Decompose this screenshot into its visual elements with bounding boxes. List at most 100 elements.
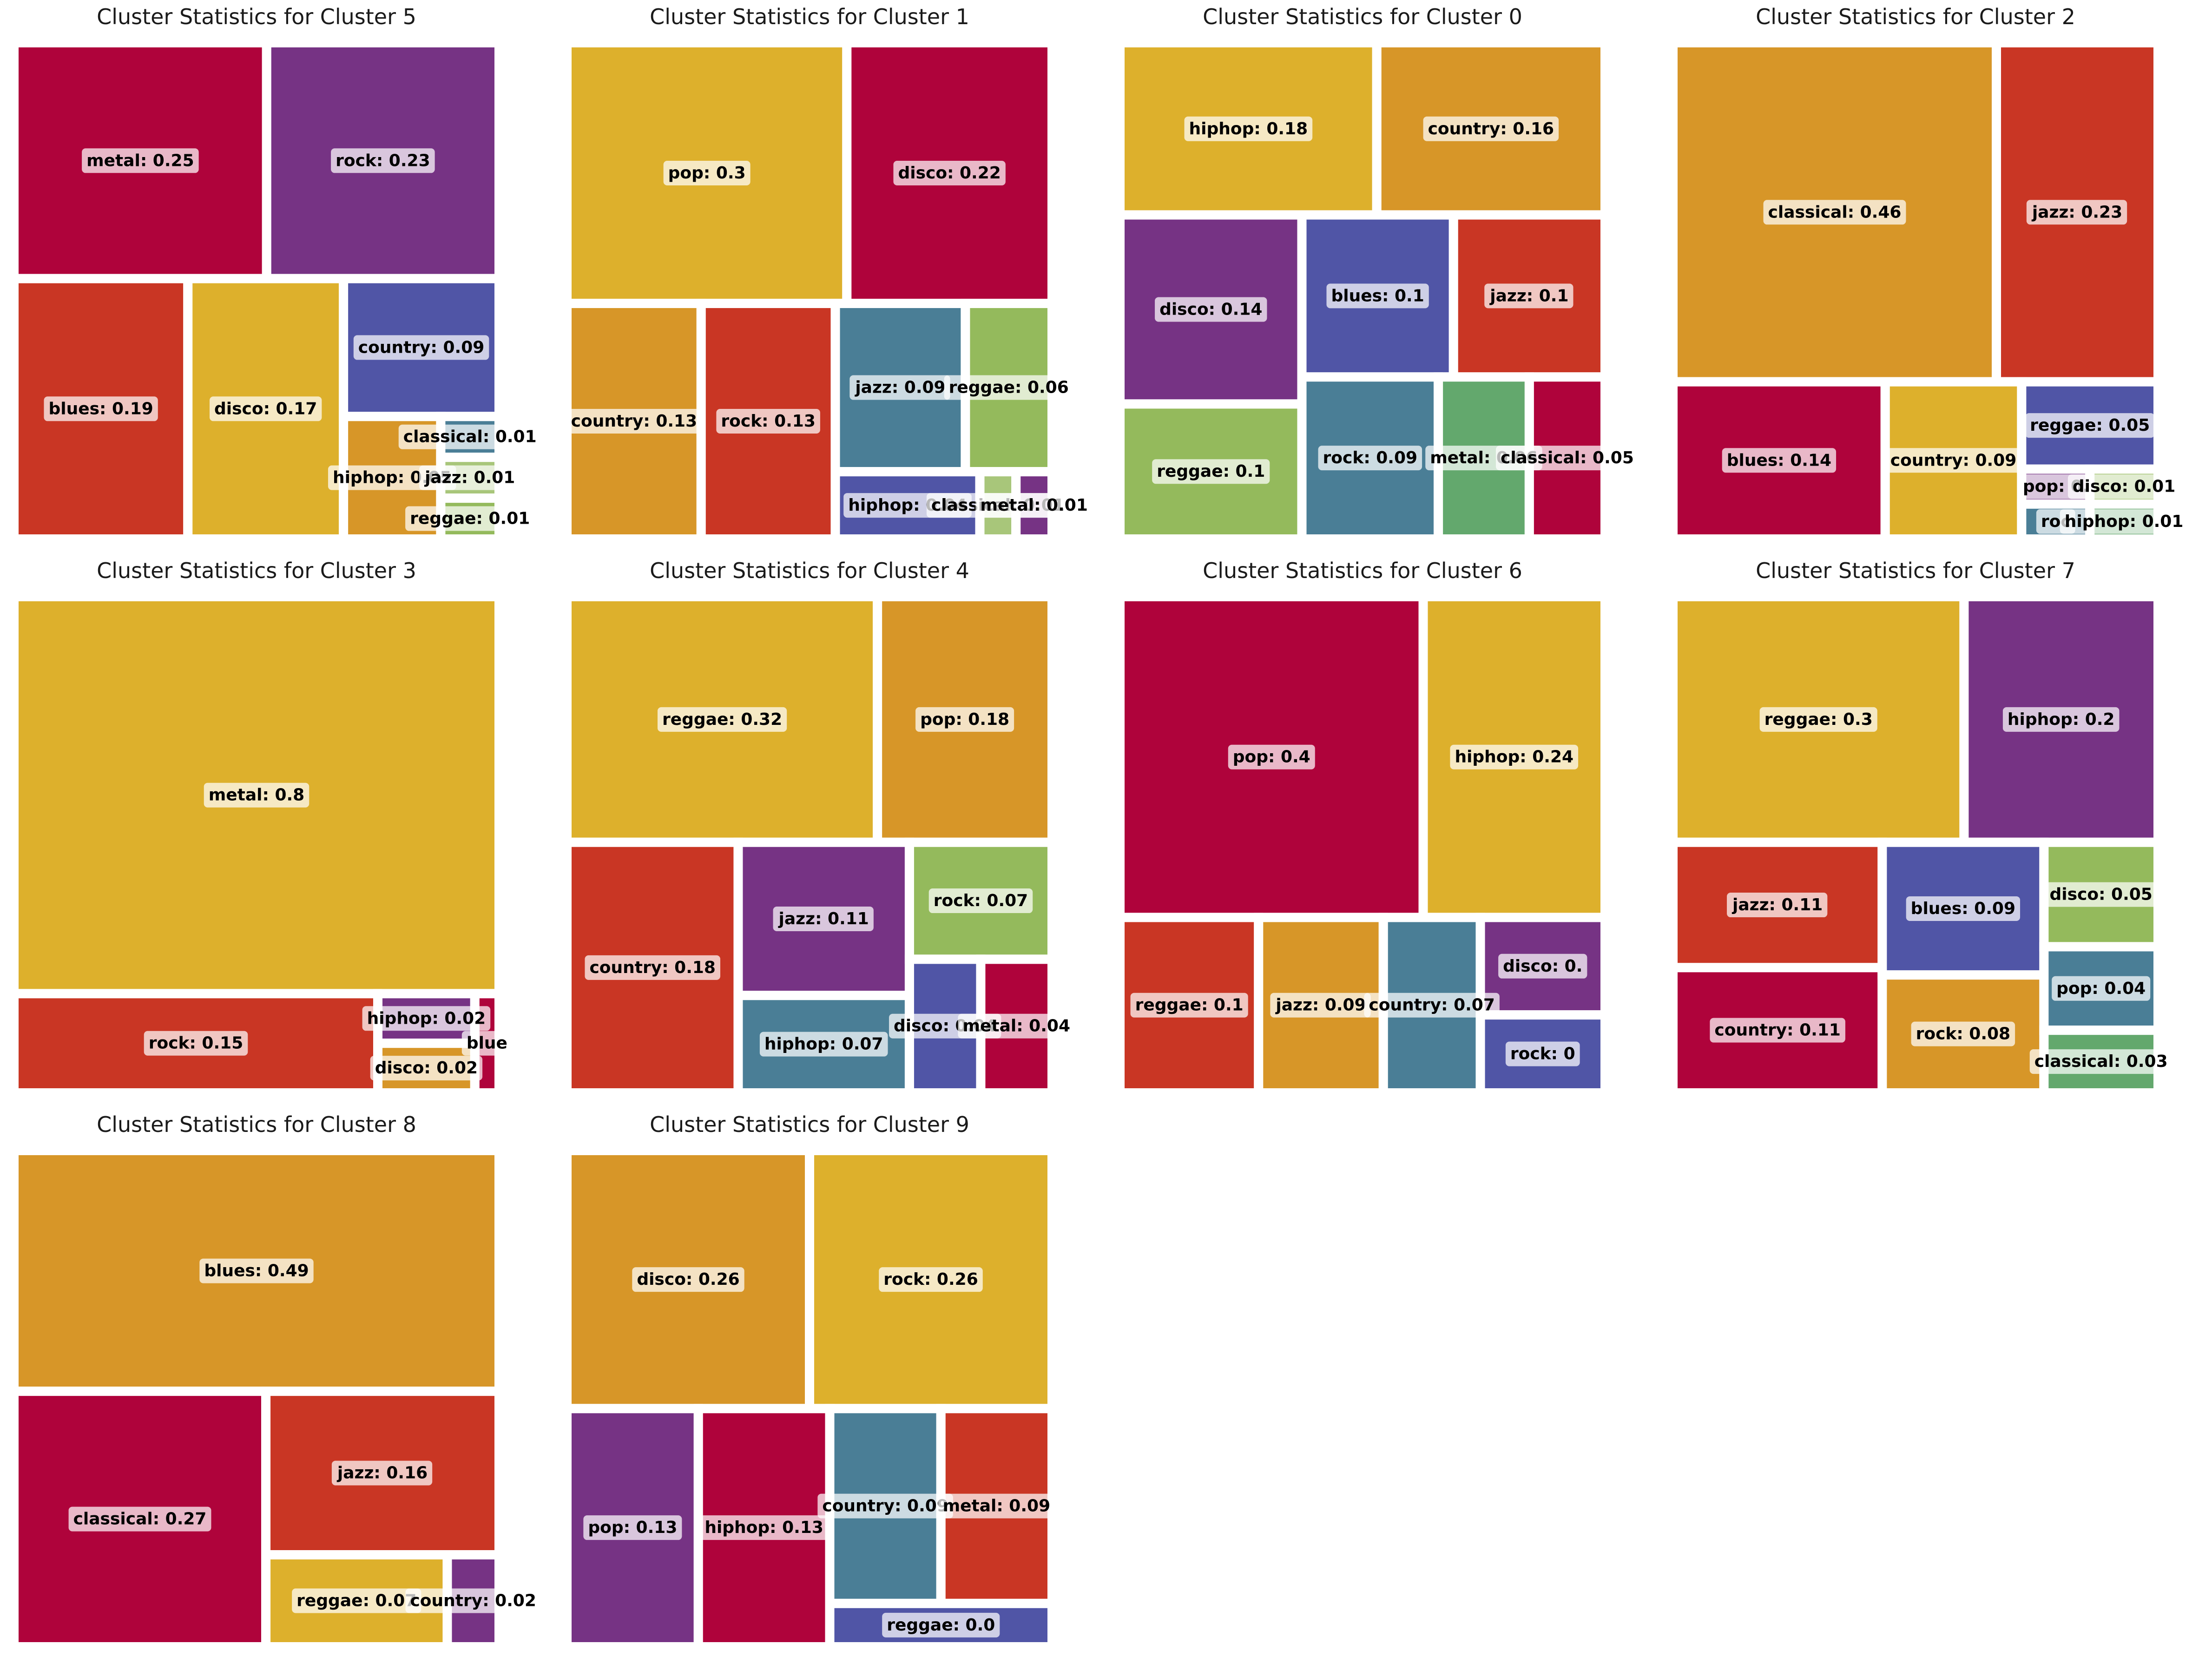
cell-label: pop: 0.13: [588, 1518, 677, 1537]
cell-label: country: 0.09: [358, 338, 485, 357]
treemap-panel-5: Cluster Statistics for Cluster 4 reggae: …: [562, 558, 1075, 1098]
cell-label: reggae: 0.0: [887, 1616, 995, 1635]
cell-label: disco: 0.17: [214, 399, 317, 418]
treemap-panel-6: Cluster Statistics for Cluster 6 pop: 0.4…: [1115, 558, 1610, 1098]
panel-title: Cluster Statistics for Cluster 3: [97, 558, 416, 583]
cell-label-box: [657, 707, 787, 732]
cell-label: reggae: 0.01: [410, 509, 530, 528]
cell-label: hiphop: 0.02: [367, 1009, 486, 1028]
cell-label-box: [716, 408, 820, 434]
cell-label-box: [663, 160, 750, 185]
cell-label-box: [893, 160, 1006, 185]
cell-label-box: [1505, 1041, 1580, 1066]
treemap-cell: [1448, 210, 1610, 382]
cell-label-box: [370, 1056, 483, 1081]
cell-label-box: [2029, 1049, 2172, 1074]
panel-title: Cluster Statistics for Cluster 4: [650, 558, 969, 583]
cell-label: metal: 0.04: [962, 1017, 1070, 1036]
cell-label: blues: 0.09: [1911, 899, 2015, 918]
cell-label: blues: 0.19: [48, 399, 153, 418]
cell-label: reggae: 0.07: [296, 1591, 416, 1611]
cell-label-box: [1326, 283, 1429, 309]
cell-label: pop: 0.4: [1233, 748, 1310, 767]
cell-label: country: 0.02: [410, 1591, 536, 1611]
cell-label-box: [1911, 1021, 2015, 1046]
cell-label: rock: 0.13: [721, 412, 816, 431]
cell-label: disco: 0.02: [375, 1059, 478, 1078]
label-layer: reggae: 0.3 hiphop: 0.2 jazz: 0.11 country:…: [1710, 707, 2172, 1074]
cell-label-box: [68, 1506, 211, 1532]
cell-label-box: [1885, 448, 2021, 473]
cell-label-box: [2060, 509, 2188, 534]
cell-label-box: [958, 1013, 1075, 1039]
label-layer: metal: 0.8 rock: 0.15 hiphop: 0.02 disco: 0…: [144, 782, 512, 1081]
cell-label: hiphop: 0.13: [704, 1518, 823, 1537]
panel-title: Cluster Statistics for Cluster 6: [1203, 558, 1522, 583]
cell-label-box: [461, 1031, 512, 1056]
cell-label-box: [331, 148, 435, 173]
cell-label: metal: 0.01: [980, 496, 1088, 515]
cell-label-box: [585, 955, 720, 980]
cell-label: disco: 0.01: [2073, 477, 2175, 496]
cell-label-box: [928, 888, 1033, 914]
cell-label-box: [583, 1515, 682, 1540]
cell-label: hiphop: 0.01: [2065, 512, 2184, 531]
treemap-panel-1: Cluster Statistics for Cluster 1 pop: 0.3…: [562, 4, 1093, 544]
cell-label-box: [44, 396, 158, 421]
cell-label-box: [975, 493, 1093, 518]
cell-label: country: 0.18: [589, 958, 716, 977]
cell-label: hiphop: 0.2: [2008, 710, 2115, 729]
cell-label: country: 0.11: [1714, 1021, 1841, 1040]
cell-label: classical: 0.01: [403, 427, 537, 447]
cell-label: rock: 0.08: [1916, 1025, 2011, 1044]
panel-title: Cluster Statistics for Cluster 0: [1203, 4, 1522, 29]
cell-label: pop: 0.04: [2056, 979, 2146, 998]
treemap-panel-2: Cluster Statistics for Cluster 0 hiphop: …: [1115, 4, 1639, 544]
cell-label: metal: 0.25: [86, 151, 194, 170]
cell-label: rock: 0.26: [883, 1270, 978, 1289]
cell-label: jazz: 0.16: [336, 1464, 428, 1483]
cell-label: jazz: 0.11: [1731, 895, 1823, 914]
cell-label-box: [210, 396, 322, 421]
cell-label: disco: 0.22: [898, 164, 1001, 183]
cell-label-box: [199, 1258, 314, 1283]
cell-label-box: [1498, 953, 1587, 979]
cell-label-box: [1152, 459, 1270, 484]
cell-label-box: [849, 375, 950, 400]
cell-label-box: [759, 1032, 888, 1057]
cell-label: country: 0.07: [1369, 996, 1495, 1015]
cell-label: rock: 0: [1510, 1045, 1575, 1064]
cell-label: disco: 0.05: [2049, 885, 2152, 904]
cell-label: jazz: 0.09: [854, 378, 945, 397]
cell-label-box: [2025, 413, 2155, 438]
cell-label-box: [204, 782, 309, 808]
cell-label: pop: 0.3: [668, 164, 746, 183]
cell-label: country: 0.09: [822, 1497, 948, 1516]
cell-label-box: [1495, 446, 1639, 471]
cell-label: rock: 0.23: [336, 151, 430, 170]
treemap-panel-9: Cluster Statistics for Cluster 9 disco: 0…: [562, 1112, 1057, 1652]
cell-label: blues: 0.49: [204, 1262, 309, 1281]
label-layer: metal: 0.25 rock: 0.23 blues: 0.19 disco: 0…: [44, 148, 541, 531]
cell-label: disco: 0.26: [637, 1270, 739, 1289]
cell-label-box: [1759, 707, 1877, 732]
cell-label-box: [1184, 116, 1313, 141]
cell-label-box: [773, 906, 874, 931]
cell-label: disco: 0.14: [1159, 300, 1262, 319]
cell-label-box: [2026, 200, 2127, 225]
cell-label: rock: 0.07: [934, 891, 1028, 910]
cell-label: jazz: 0.11: [778, 909, 869, 928]
cell-label-box: [1318, 446, 1422, 471]
cell-label-box: [1228, 744, 1315, 769]
cell-label: reggae: 0.06: [949, 378, 1069, 397]
cell-label-box: [1722, 448, 1837, 473]
cell-label-box: [144, 1031, 248, 1056]
cell-label: jazz: 0.01: [424, 468, 515, 487]
cell-label-box: [632, 1267, 744, 1292]
label-layer: blues: 0.49 classical: 0.27 jazz: 0.16 regg…: [68, 1258, 541, 1613]
cell-label-box: [1710, 1018, 1845, 1043]
cell-label-box: [331, 1460, 433, 1486]
cell-label-box: [353, 335, 489, 360]
panel-title: Cluster Statistics for Cluster 9: [650, 1112, 969, 1137]
panel-title: Cluster Statistics for Cluster 8: [97, 1112, 416, 1137]
